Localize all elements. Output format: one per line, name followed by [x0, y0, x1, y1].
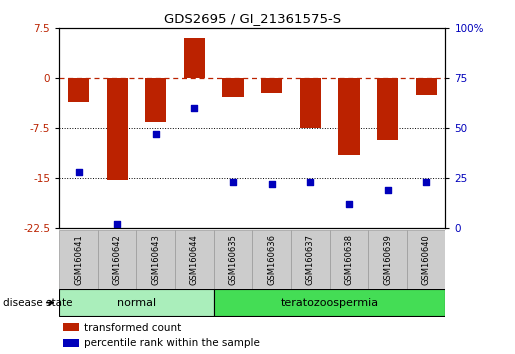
Bar [184, 38, 205, 78]
Point [383, 188, 392, 193]
Text: percentile rank within the sample: percentile rank within the sample [84, 338, 260, 348]
Text: GSM160638: GSM160638 [345, 234, 353, 285]
FancyBboxPatch shape [368, 230, 407, 289]
Text: normal: normal [117, 298, 156, 308]
FancyBboxPatch shape [214, 230, 252, 289]
Point [113, 222, 122, 227]
Text: GSM160635: GSM160635 [229, 234, 237, 285]
Bar [107, 78, 128, 180]
Bar [68, 78, 89, 102]
Bar [416, 78, 437, 95]
Point [345, 201, 353, 207]
FancyBboxPatch shape [59, 230, 98, 289]
Bar [338, 78, 359, 155]
FancyBboxPatch shape [291, 230, 330, 289]
Text: GSM160643: GSM160643 [151, 234, 160, 285]
Text: GSM160642: GSM160642 [113, 234, 122, 285]
Bar [377, 78, 398, 140]
Bar [63, 339, 78, 347]
Point [151, 131, 160, 137]
FancyBboxPatch shape [59, 289, 214, 316]
Text: transformed count: transformed count [84, 322, 182, 332]
Text: GDS2695 / GI_21361575-S: GDS2695 / GI_21361575-S [164, 12, 341, 25]
Bar [145, 78, 166, 122]
Bar [300, 78, 321, 129]
FancyBboxPatch shape [214, 289, 445, 316]
Point [190, 105, 198, 111]
Point [229, 179, 237, 185]
Text: GSM160639: GSM160639 [383, 234, 392, 285]
FancyBboxPatch shape [98, 230, 136, 289]
Bar [63, 324, 78, 331]
FancyBboxPatch shape [252, 230, 291, 289]
Point [268, 182, 276, 187]
FancyBboxPatch shape [175, 230, 214, 289]
Text: GSM160640: GSM160640 [422, 234, 431, 285]
Text: GSM160641: GSM160641 [74, 234, 83, 285]
FancyBboxPatch shape [407, 230, 445, 289]
Bar [261, 78, 282, 93]
Point [74, 170, 82, 175]
Point [306, 179, 314, 185]
Text: GSM160637: GSM160637 [306, 234, 315, 285]
FancyBboxPatch shape [136, 230, 175, 289]
Text: GSM160644: GSM160644 [190, 234, 199, 285]
FancyBboxPatch shape [330, 230, 368, 289]
Text: disease state: disease state [3, 298, 72, 308]
Text: GSM160636: GSM160636 [267, 234, 276, 285]
Text: teratozoospermia: teratozoospermia [281, 298, 379, 308]
Point [422, 179, 431, 185]
Bar [222, 78, 244, 97]
